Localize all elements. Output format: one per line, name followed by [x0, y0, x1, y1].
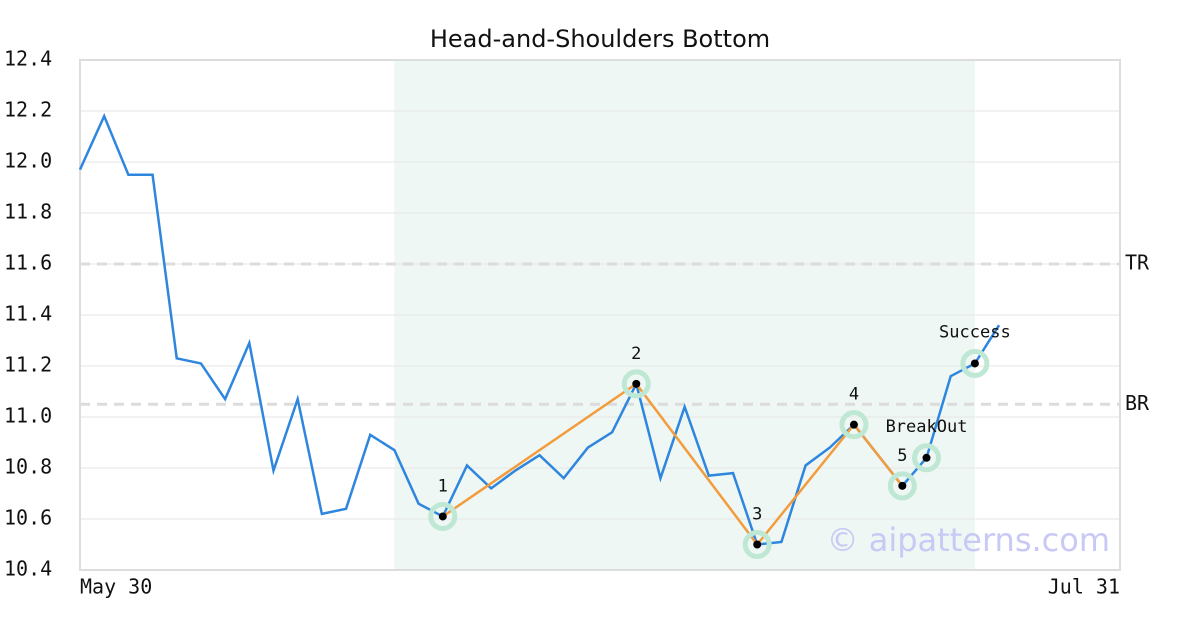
watermark: © aipatterns.com [827, 521, 1110, 559]
y-tick-label: 11.8 [4, 200, 52, 224]
point-halo [912, 443, 942, 473]
point [898, 481, 907, 490]
y-tick-label: 12.0 [4, 149, 52, 173]
y-tick-label: 11.4 [4, 302, 52, 326]
chart-title: Head-and-Shoulders Bottom [430, 25, 770, 53]
point-label: 1 [438, 476, 448, 496]
point-label: 3 [752, 505, 762, 525]
y-tick-label: 12.4 [4, 47, 52, 71]
point [438, 512, 447, 521]
y-tick-label: 11.6 [4, 251, 52, 275]
point-halo [428, 501, 458, 531]
event-label: BreakOut [886, 417, 968, 437]
point [970, 359, 979, 368]
x-tick-label: May 30 [80, 575, 152, 599]
y-tick-label: 10.6 [4, 506, 52, 530]
point-label: 4 [849, 385, 859, 405]
point-halo [621, 369, 651, 399]
y-tick-label: 10.4 [4, 557, 52, 581]
level-label: TR [1125, 251, 1150, 275]
point-label: 5 [897, 446, 907, 466]
point-label: 2 [631, 344, 641, 364]
point [849, 420, 858, 429]
plot-border [79, 59, 1121, 571]
point-halo [839, 410, 869, 440]
y-tick-label: 10.8 [4, 455, 52, 479]
point [922, 453, 931, 462]
level-label: BR [1125, 391, 1150, 415]
point-halo [960, 348, 990, 378]
x-tick-label: Jul 31 [1048, 575, 1120, 599]
point [753, 540, 762, 549]
y-tick-label: 11.0 [4, 404, 52, 428]
point-halo [742, 530, 772, 559]
y-tick-label: 11.2 [4, 353, 52, 377]
event-label: Success [939, 322, 1011, 342]
point [632, 379, 641, 388]
point-halo [887, 471, 917, 501]
y-tick-label: 12.2 [4, 98, 52, 122]
